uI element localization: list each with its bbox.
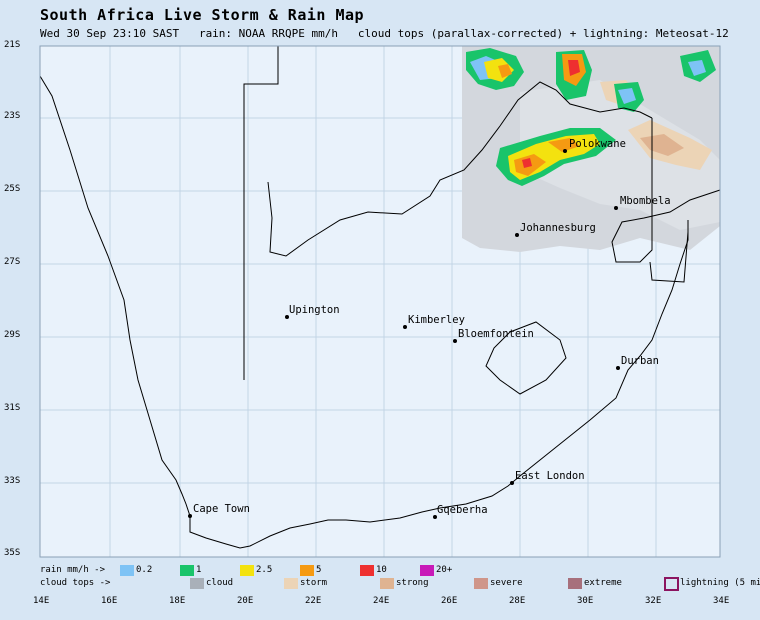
city-marker-8 xyxy=(188,514,192,518)
legend-swatch-lightning xyxy=(664,577,679,591)
legend-swatch-rain-5 xyxy=(420,565,434,576)
legend-cloud-item: storm xyxy=(300,578,328,588)
page-title: South Africa Live Storm & Rain Map xyxy=(40,6,365,24)
lon-label: 18E xyxy=(169,596,186,606)
legend-rain-label: rain mm/h -> xyxy=(40,565,106,575)
lat-label: 25S xyxy=(4,184,21,194)
legend-swatch-rain-1 xyxy=(180,565,194,576)
legend-rain-item: 2.5 xyxy=(256,565,273,575)
city-label-east-london: East London xyxy=(515,470,585,482)
legend-cloud-item: extreme xyxy=(584,578,622,588)
city-label-polokwane: Polokwane xyxy=(569,138,626,150)
city-marker-2 xyxy=(515,233,519,237)
city-label-durban: Durban xyxy=(621,355,659,367)
legend-cloud-item: strong xyxy=(396,578,429,588)
page-subtitle: Wed 30 Sep 23:10 SAST rain: NOAA RRQPE m… xyxy=(40,27,729,40)
city-marker-1 xyxy=(614,206,618,210)
legend-swatch-cloud-4 xyxy=(568,578,582,589)
city-marker-0 xyxy=(563,149,567,153)
lat-label: 29S xyxy=(4,330,21,340)
map-frame xyxy=(39,45,721,558)
lon-label: 20E xyxy=(237,596,254,606)
city-markers xyxy=(188,149,620,519)
rain-cells xyxy=(466,48,716,186)
legend-swatch-rain-2 xyxy=(240,565,254,576)
coastline xyxy=(39,75,689,549)
botswana-border xyxy=(267,81,653,257)
lat-label: 21S xyxy=(4,40,21,50)
lesotho-border xyxy=(485,321,567,395)
legend-swatch-rain-4 xyxy=(360,565,374,576)
legend-rain-item: 0.2 xyxy=(136,565,153,575)
lon-label: 16E xyxy=(101,596,118,606)
lon-label: 34E xyxy=(713,596,730,606)
lon-label: 14E xyxy=(33,596,50,606)
city-marker-7 xyxy=(510,481,514,485)
eswatini-border xyxy=(649,231,689,283)
legend-cloud-item: severe xyxy=(490,578,523,588)
legend-lightning-label: lightning (5 min) xyxy=(680,578,760,588)
lon-label: 26E xyxy=(441,596,458,606)
city-label-upington: Upington xyxy=(289,304,340,316)
mozambique-border xyxy=(611,118,721,263)
lat-label: 35S xyxy=(4,548,21,558)
borders xyxy=(39,46,721,549)
namibia-border xyxy=(243,46,279,380)
lon-label: 28E xyxy=(509,596,526,606)
city-marker-6 xyxy=(616,366,620,370)
legend-swatch-cloud-2 xyxy=(380,578,394,589)
legend-swatch-cloud-3 xyxy=(474,578,488,589)
legend-rain-item: 20+ xyxy=(436,565,453,575)
city-label-johannesburg: Johannesburg xyxy=(520,222,596,234)
legend-swatch-rain-0 xyxy=(120,565,134,576)
legend-rain-item: 10 xyxy=(376,565,387,575)
city-marker-4 xyxy=(403,325,407,329)
legend-cloud-item: cloud xyxy=(206,578,234,588)
city-label-bloemfontein: Bloemfontein xyxy=(458,328,534,340)
city-label-cape-town: Cape Town xyxy=(193,503,250,515)
legend-swatch-cloud-0 xyxy=(190,578,204,589)
city-marker-9 xyxy=(433,515,437,519)
legend-swatch-cloud-1 xyxy=(284,578,298,589)
lat-label: 27S xyxy=(4,257,21,267)
city-label-mbombela: Mbombela xyxy=(620,195,671,207)
lat-label: 33S xyxy=(4,476,21,486)
lon-label: 22E xyxy=(305,596,322,606)
city-label-kimberley: Kimberley xyxy=(408,314,465,326)
city-label-gqeberha: Gqeberha xyxy=(437,504,488,516)
legend-rain-item: 1 xyxy=(196,565,202,575)
lat-label: 23S xyxy=(4,111,21,121)
city-marker-3 xyxy=(285,315,289,319)
city-marker-5 xyxy=(453,339,457,343)
legend-swatch-rain-3 xyxy=(300,565,314,576)
legend-cloud-label: cloud tops -> xyxy=(40,578,111,588)
lon-label: 30E xyxy=(577,596,594,606)
legend-rain-item: 5 xyxy=(316,565,322,575)
lon-label: 24E xyxy=(373,596,390,606)
lon-label: 32E xyxy=(645,596,662,606)
lat-label: 31S xyxy=(4,403,21,413)
